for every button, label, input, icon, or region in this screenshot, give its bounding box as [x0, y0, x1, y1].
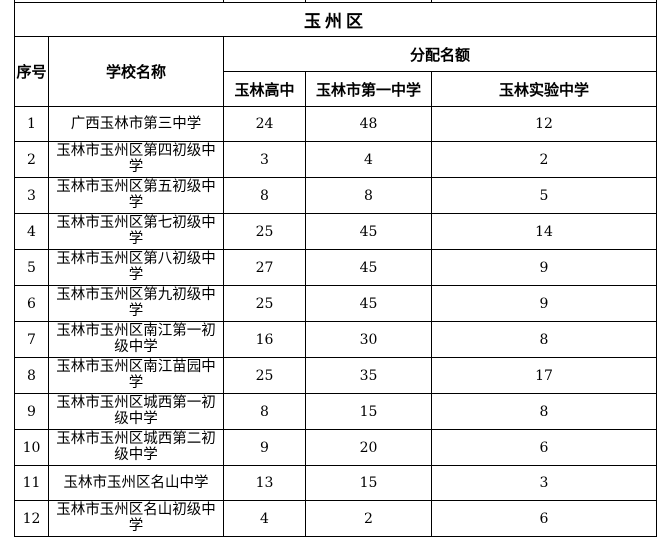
quota-yulin-no1: 35 [305, 357, 432, 394]
school-name: 玉林市玉州区第五初级中学 [56, 179, 216, 211]
quota-yulin-high: 25 [223, 357, 306, 394]
table-row: 8 玉林市玉州区南江苗园中学 25 35 17 [14, 357, 657, 394]
quota-yulin-high: 24 [223, 106, 306, 142]
school-name-cell: 玉林市玉州区南江苗园中学 [48, 357, 224, 394]
row-index: 4 [14, 213, 49, 250]
table-border [14, 0, 15, 2]
quota-yulin-no1: 15 [305, 393, 432, 430]
table-row: 1 广西玉林市第三中学 24 48 12 [14, 106, 657, 142]
quota-yulin-high: 8 [223, 393, 306, 430]
quota-yulin-experimental: 3 [431, 465, 657, 501]
header-col-yulin-high: 玉林高中 [223, 71, 306, 107]
quota-yulin-experimental: 9 [431, 285, 657, 322]
quota-yulin-no1: 45 [305, 213, 432, 250]
school-name: 广西玉林市第三中学 [70, 116, 202, 132]
school-name: 玉林市玉州区名山初级中学 [56, 502, 216, 534]
table-row: 2 玉林市玉州区第四初级中学 3 4 2 [14, 141, 657, 178]
quota-yulin-experimental: 12 [431, 106, 657, 142]
table-title: 玉州区 [14, 2, 657, 37]
quota-yulin-no1: 48 [305, 106, 432, 142]
table-row: 7 玉林市玉州区南江第一初级中学 16 30 8 [14, 321, 657, 358]
header-col-yulin-experimental: 玉林实验中学 [431, 71, 657, 107]
school-name-cell: 玉林市玉州区南江第一初级中学 [48, 321, 224, 358]
header-quota: 分配名额 [223, 36, 657, 72]
quota-yulin-no1: 2 [305, 500, 432, 537]
quota-yulin-experimental: 6 [431, 500, 657, 537]
row-index: 9 [14, 393, 49, 430]
school-name: 玉林市玉州区第七初级中学 [56, 215, 216, 247]
quota-table: 玉州区 序号 学校名称 分配名额 玉林高中 玉林市第一中学 玉林实验中学 1 广西… [14, 2, 657, 537]
school-name: 玉林市玉州区第八初级中学 [56, 251, 216, 283]
school-name: 玉林市玉州区南江苗园中学 [56, 359, 216, 391]
quota-yulin-high: 3 [223, 141, 306, 178]
quota-yulin-no1: 45 [305, 285, 432, 322]
school-name: 玉林市玉州区城西第一初级中学 [56, 395, 216, 427]
row-index: 6 [14, 285, 49, 322]
table-row: 6 玉林市玉州区第九初级中学 25 45 9 [14, 285, 657, 322]
quota-yulin-experimental: 8 [431, 393, 657, 430]
quota-yulin-high: 25 [223, 285, 306, 322]
school-name: 玉林市玉州区名山中学 [63, 475, 209, 491]
quota-yulin-no1: 4 [305, 141, 432, 178]
quota-yulin-high: 8 [223, 177, 306, 214]
quota-yulin-high: 4 [223, 500, 306, 537]
row-index: 12 [14, 500, 49, 537]
table-border [223, 0, 224, 2]
table-row: 9 玉林市玉州区城西第一初级中学 8 15 8 [14, 393, 657, 430]
school-name: 玉林市玉州区第九初级中学 [56, 287, 216, 319]
row-index: 7 [14, 321, 49, 358]
header-school: 学校名称 [48, 36, 224, 107]
table-border [656, 0, 657, 2]
quota-yulin-high: 9 [223, 429, 306, 466]
header-index: 序号 [14, 36, 49, 107]
quota-yulin-experimental: 14 [431, 213, 657, 250]
table-border [431, 0, 432, 2]
school-name-cell: 玉林市玉州区名山初级中学 [48, 500, 224, 537]
row-index: 8 [14, 357, 49, 394]
row-index: 1 [14, 106, 49, 142]
quota-yulin-experimental: 5 [431, 177, 657, 214]
table-row: 11 玉林市玉州区名山中学 13 15 3 [14, 465, 657, 501]
row-index: 10 [14, 429, 49, 466]
quota-yulin-high: 16 [223, 321, 306, 358]
table-row: 10 玉林市玉州区城西第二初级中学 9 20 6 [14, 429, 657, 466]
row-index: 11 [14, 465, 49, 501]
quota-yulin-experimental: 6 [431, 429, 657, 466]
quota-yulin-experimental: 8 [431, 321, 657, 358]
school-name-cell: 玉林市玉州区第五初级中学 [48, 177, 224, 214]
table-row: 3 玉林市玉州区第五初级中学 8 8 5 [14, 177, 657, 214]
quota-yulin-no1: 20 [305, 429, 432, 466]
row-index: 2 [14, 141, 49, 178]
quota-yulin-high: 27 [223, 249, 306, 286]
school-name-cell: 玉林市玉州区名山中学 [48, 465, 224, 501]
table-row: 5 玉林市玉州区第八初级中学 27 45 9 [14, 249, 657, 286]
quota-yulin-high: 25 [223, 213, 306, 250]
quota-yulin-experimental: 2 [431, 141, 657, 178]
table-row: 4 玉林市玉州区第七初级中学 25 45 14 [14, 213, 657, 250]
school-name: 玉林市玉州区城西第二初级中学 [56, 431, 216, 463]
row-index: 3 [14, 177, 49, 214]
quota-yulin-experimental: 17 [431, 357, 657, 394]
quota-yulin-no1: 15 [305, 465, 432, 501]
school-name: 玉林市玉州区南江第一初级中学 [56, 323, 216, 355]
header-col-yulin-no1: 玉林市第一中学 [305, 71, 432, 107]
quota-yulin-no1: 8 [305, 177, 432, 214]
school-name-cell: 玉林市玉州区第八初级中学 [48, 249, 224, 286]
row-index: 5 [14, 249, 49, 286]
quota-yulin-high: 13 [223, 465, 306, 501]
table-border [305, 0, 306, 2]
table-row: 12 玉林市玉州区名山初级中学 4 2 6 [14, 500, 657, 537]
quota-yulin-experimental: 9 [431, 249, 657, 286]
school-name-cell: 玉林市玉州区第七初级中学 [48, 213, 224, 250]
school-name-cell: 玉林市玉州区第九初级中学 [48, 285, 224, 322]
quota-yulin-no1: 45 [305, 249, 432, 286]
school-name: 玉林市玉州区第四初级中学 [56, 143, 216, 175]
school-name-cell: 玉林市玉州区第四初级中学 [48, 141, 224, 178]
school-name-cell: 玉林市玉州区城西第二初级中学 [48, 429, 224, 466]
school-name-cell: 玉林市玉州区城西第一初级中学 [48, 393, 224, 430]
quota-yulin-no1: 30 [305, 321, 432, 358]
school-name-cell: 广西玉林市第三中学 [48, 106, 224, 142]
